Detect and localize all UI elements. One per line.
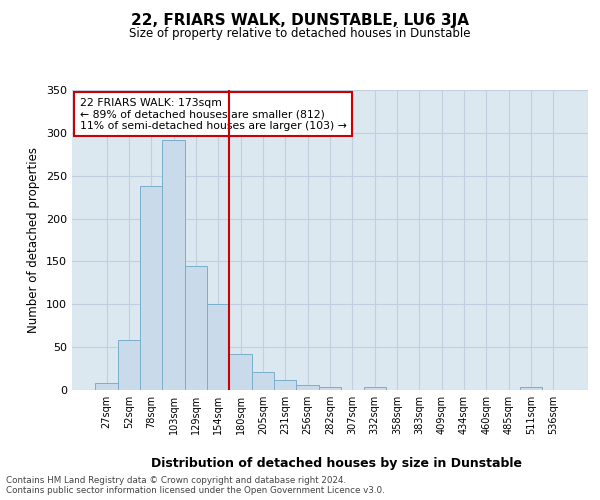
Y-axis label: Number of detached properties: Number of detached properties: [28, 147, 40, 333]
Bar: [319, 386, 341, 390]
Bar: [163, 140, 185, 390]
Text: Contains HM Land Registry data © Crown copyright and database right 2024.
Contai: Contains HM Land Registry data © Crown c…: [6, 476, 385, 495]
Text: 22 FRIARS WALK: 173sqm
← 89% of detached houses are smaller (812)
11% of semi-de: 22 FRIARS WALK: 173sqm ← 89% of detached…: [80, 98, 347, 130]
Bar: [118, 340, 140, 390]
Bar: [185, 266, 207, 390]
Text: 22, FRIARS WALK, DUNSTABLE, LU6 3JA: 22, FRIARS WALK, DUNSTABLE, LU6 3JA: [131, 12, 469, 28]
Bar: [296, 385, 319, 390]
Bar: [364, 388, 386, 390]
Text: Size of property relative to detached houses in Dunstable: Size of property relative to detached ho…: [129, 28, 471, 40]
Bar: [95, 383, 118, 390]
Bar: [140, 186, 163, 390]
Bar: [207, 304, 229, 390]
Bar: [229, 354, 252, 390]
Text: Distribution of detached houses by size in Dunstable: Distribution of detached houses by size …: [151, 458, 521, 470]
Bar: [252, 372, 274, 390]
Bar: [520, 388, 542, 390]
Bar: [274, 380, 296, 390]
